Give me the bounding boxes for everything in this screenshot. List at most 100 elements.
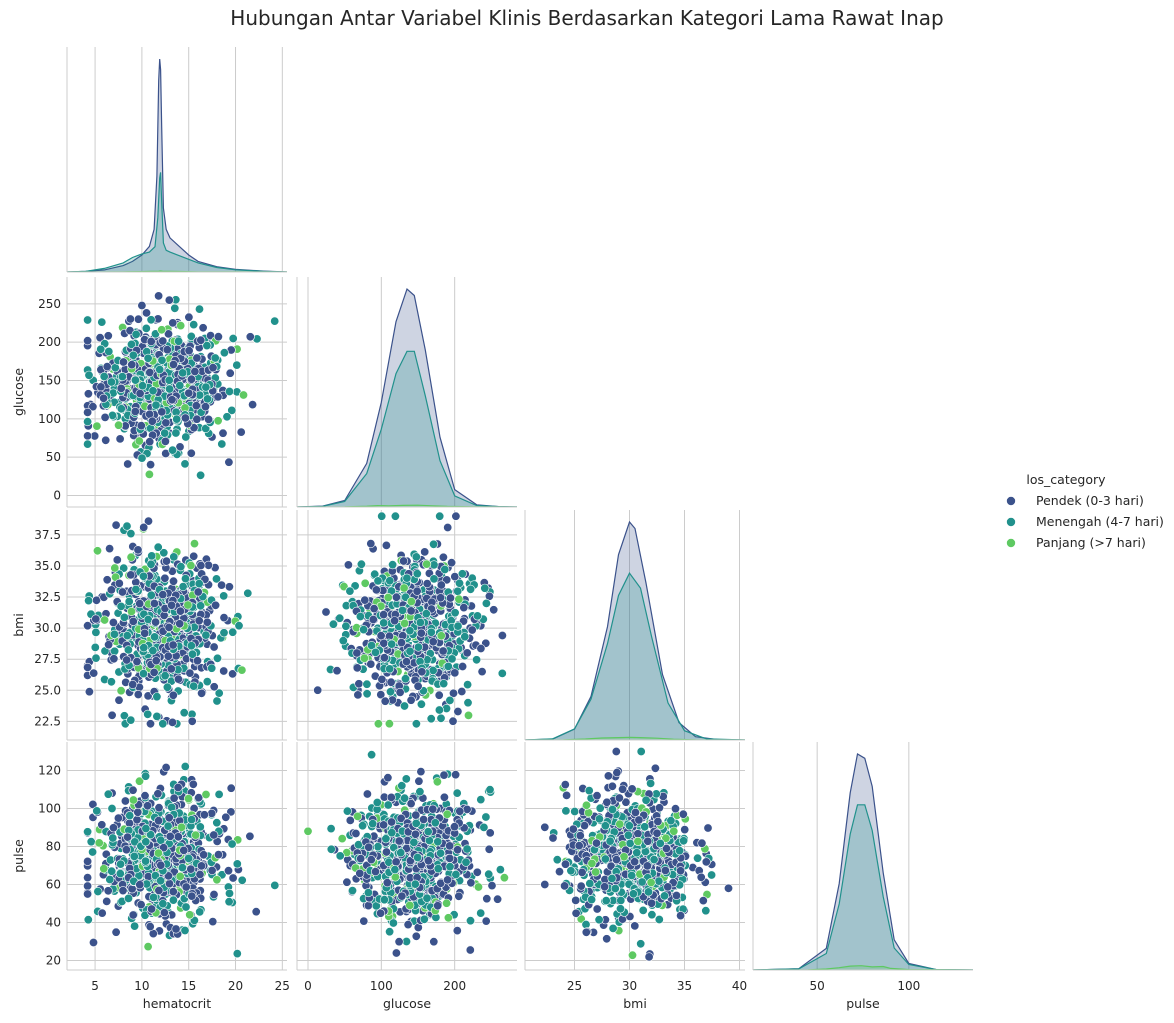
scatter-point-Pendek (0-3 hari) [245,831,255,841]
scatter-point-Pendek (0-3 hari) [197,688,207,698]
scatter-point-Menengah (4-7 hari) [413,642,423,652]
scatter-point-Pendek (0-3 hari) [356,854,366,864]
scatter-point-Pendek (0-3 hari) [701,857,711,867]
scatter-point-Pendek (0-3 hari) [201,402,211,412]
scatter-point-Menengah (4-7 hari) [385,927,395,937]
kde-fill-Pendek (0-3 hari) [753,754,973,970]
scatter-point-Pendek (0-3 hari) [128,679,138,689]
scatter-points [303,750,509,958]
scatter-point-Pendek (0-3 hari) [394,836,404,846]
scatter-point-Menengah (4-7 hari) [679,836,689,846]
scatter-point-Pendek (0-3 hari) [581,927,591,937]
scatter-point-Pendek (0-3 hari) [228,873,238,883]
scatter-point-Pendek (0-3 hari) [386,677,396,687]
scatter-point-Pendek (0-3 hari) [448,716,458,726]
scatter-point-Menengah (4-7 hari) [338,636,348,646]
scatter-point-Pendek (0-3 hari) [630,857,640,867]
scatter-point-Menengah (4-7 hari) [341,621,351,631]
scatter-point-Pendek (0-3 hari) [89,937,99,947]
scatter-point-Menengah (4-7 hari) [396,848,406,858]
scatter-point-Pendek (0-3 hari) [139,522,149,532]
scatter-point-Menengah (4-7 hari) [595,803,605,813]
scatter-point-Pendek (0-3 hari) [579,821,589,831]
scatter-point-Pendek (0-3 hari) [453,845,463,855]
scatter-point-Pendek (0-3 hari) [97,908,107,918]
scatter-point-Menengah (4-7 hari) [97,317,107,327]
scatter-point-Pendek (0-3 hari) [458,661,468,671]
scatter-point-Pendek (0-3 hari) [180,413,190,423]
scatter-point-Pendek (0-3 hari) [611,855,621,865]
y-tick-label: 150 [38,374,61,388]
scatter-point-Pendek (0-3 hari) [226,783,236,793]
scatter-point-Pendek (0-3 hari) [698,896,708,906]
scatter-point-Pendek (0-3 hari) [370,867,380,877]
scatter-point-Menengah (4-7 hari) [214,789,224,799]
scatter-point-Menengah (4-7 hari) [345,586,355,596]
scatter-point-Menengah (4-7 hari) [460,632,470,642]
scatter-point-Menengah (4-7 hari) [143,353,153,363]
scatter-point-Pendek (0-3 hari) [197,861,207,871]
legend-title: los_category [1026,472,1106,487]
scatter-point-Pendek (0-3 hari) [146,719,156,729]
scatter-point-Pendek (0-3 hari) [497,630,507,640]
scatter-point-Menengah (4-7 hari) [228,333,238,343]
scatter-point-Menengah (4-7 hari) [479,822,489,832]
kde-fill-Menengah (4-7 hari) [525,573,745,740]
scatter-point-Pendek (0-3 hari) [157,407,167,417]
scatter-point-Pendek (0-3 hari) [224,457,234,467]
scatter-point-Pendek (0-3 hari) [161,762,171,772]
scatter-point-Menengah (4-7 hari) [615,904,625,914]
scatter-point-Menengah (4-7 hari) [484,869,494,879]
y-tick-label: 25.0 [34,683,61,697]
scatter-point-Panjang (>7 hari) [303,826,313,836]
scatter-point-Pendek (0-3 hari) [209,889,219,899]
scatter-point-Pendek (0-3 hari) [167,395,177,405]
scatter-point-Menengah (4-7 hari) [174,336,184,346]
scatter-point-Pendek (0-3 hari) [160,436,170,446]
scatter-point-Panjang (>7 hari) [383,592,393,602]
scatter-point-Pendek (0-3 hari) [209,642,219,652]
scatter-point-Menengah (4-7 hari) [383,800,393,810]
scatter-point-Pendek (0-3 hari) [352,663,362,673]
scatter-point-Pendek (0-3 hari) [189,423,199,433]
scatter-point-Pendek (0-3 hari) [576,881,586,891]
scatter-point-Pendek (0-3 hari) [140,791,150,801]
scatter-point-Menengah (4-7 hari) [108,833,118,843]
scatter-point-Pendek (0-3 hari) [376,690,386,700]
scatter-point-Pendek (0-3 hari) [245,332,255,342]
scatter-point-Menengah (4-7 hari) [385,687,395,697]
scatter-point-Pendek (0-3 hari) [108,617,118,627]
scatter-point-Panjang (>7 hari) [581,800,591,810]
scatter-point-Menengah (4-7 hari) [181,902,191,912]
scatter-point-Menengah (4-7 hari) [457,569,467,579]
y-tick-label: 32.5 [34,590,61,604]
scatter-point-Pendek (0-3 hari) [102,896,112,906]
scatter-point-Pendek (0-3 hari) [147,416,157,426]
scatter-point-Pendek (0-3 hari) [111,927,121,937]
scatter-point-Menengah (4-7 hari) [426,714,436,724]
scatter-point-Menengah (4-7 hari) [138,381,148,391]
scatter-point-Panjang (>7 hari) [587,858,597,868]
scatter-point-Pendek (0-3 hari) [225,368,235,378]
scatter-point-Panjang (>7 hari) [190,539,200,549]
scatter-point-Panjang (>7 hari) [191,830,201,840]
scatter-point-Pendek (0-3 hari) [379,820,389,830]
scatter-point-Pendek (0-3 hari) [472,867,482,877]
scatter-point-Menengah (4-7 hari) [659,891,669,901]
scatter-point-Pendek (0-3 hari) [428,804,438,814]
scatter-point-Pendek (0-3 hari) [406,695,416,705]
scatter-point-Pendek (0-3 hari) [612,768,622,778]
scatter-point-Menengah (4-7 hari) [92,806,102,816]
scatter-point-Menengah (4-7 hari) [187,815,197,825]
scatter-point-Pendek (0-3 hari) [387,817,397,827]
scatter-point-Pendek (0-3 hari) [352,648,362,658]
scatter-points [83,516,253,729]
scatter-point-Pendek (0-3 hari) [186,864,196,874]
scatter-point-Menengah (4-7 hari) [146,590,156,600]
scatter-point-Menengah (4-7 hari) [422,893,432,903]
scatter-point-Panjang (>7 hari) [454,594,464,604]
scatter-point-Pendek (0-3 hari) [450,572,460,582]
scatter-point-Pendek (0-3 hari) [184,388,194,398]
scatter-point-Menengah (4-7 hari) [421,609,431,619]
scatter-point-Menengah (4-7 hari) [107,803,117,813]
